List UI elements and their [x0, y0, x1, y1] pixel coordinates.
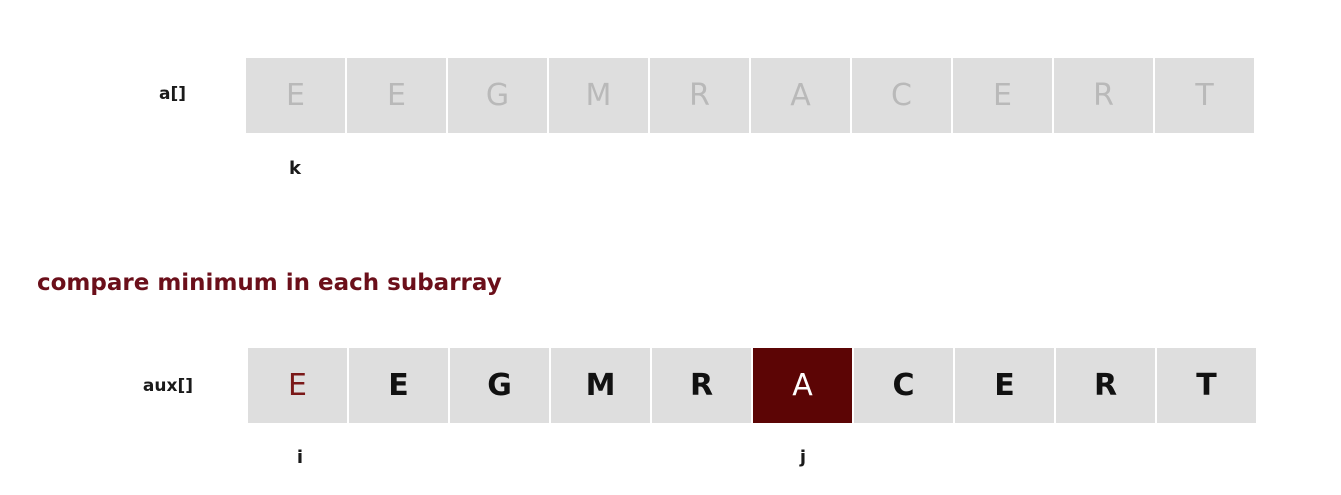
array-aux-cell: R [652, 348, 751, 423]
array-aux-cell: G [450, 348, 549, 423]
array-aux: E E G M R A C E R T [248, 348, 1256, 423]
array-a-cell: E [347, 58, 446, 133]
array-aux-cell: E [955, 348, 1054, 423]
array-aux-label: aux[] [142, 376, 193, 396]
array-a-cell: E [246, 58, 345, 133]
array-a-cell: C [852, 58, 951, 133]
step-caption: compare minimum in each subarray [37, 270, 502, 296]
array-a-cell: M [549, 58, 648, 133]
array-a-cell: R [1054, 58, 1153, 133]
array-a: E E G M R A C E R T [246, 58, 1254, 133]
array-aux-cell-j: A [753, 348, 852, 423]
array-aux-cell-i: E [248, 348, 347, 423]
array-aux-cell: E [349, 348, 448, 423]
array-aux-cell: T [1157, 348, 1256, 423]
array-a-cell: G [448, 58, 547, 133]
array-a-cell: T [1155, 58, 1254, 133]
array-a-label: a[] [158, 84, 186, 104]
array-aux-cell: M [551, 348, 650, 423]
pointer-k: k [289, 158, 301, 179]
array-aux-cell: C [854, 348, 953, 423]
pointer-i: i [296, 447, 304, 468]
array-a-cell: A [751, 58, 850, 133]
array-aux-cell: R [1056, 348, 1155, 423]
array-a-cell: R [650, 58, 749, 133]
pointer-j: j [799, 447, 807, 468]
array-a-cell: E [953, 58, 1052, 133]
